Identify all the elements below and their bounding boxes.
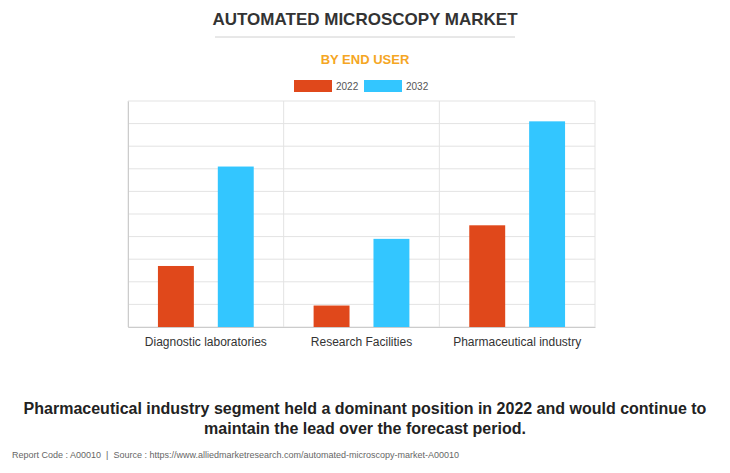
grid-line [128, 281, 595, 282]
x-tick: Pharmaceutical industry [453, 327, 581, 349]
grid [128, 101, 595, 327]
footer: Report Code : A00010 | Source : https://… [12, 450, 459, 460]
x-tick-label: Pharmaceutical industry [453, 335, 581, 349]
category-divider [439, 101, 440, 327]
grid-line [128, 146, 595, 147]
category-divider [128, 101, 129, 327]
chart: AUTOMATED MICROSCOPY MARKET BY END USER 20… [0, 0, 730, 473]
legend-swatch [364, 80, 402, 92]
bar [373, 239, 409, 327]
grid-line [128, 191, 595, 192]
legend-label: 2022 [336, 81, 359, 92]
y-axis-line [128, 102, 129, 328]
bar [529, 121, 565, 327]
legend-item: 2022 [294, 80, 359, 92]
x-tick: Diagnostic laboratories [145, 327, 267, 349]
grid-line [128, 236, 595, 237]
grid-line [128, 259, 595, 260]
grid-line [128, 304, 595, 305]
grid-line [128, 214, 595, 215]
bar [158, 266, 194, 327]
caption: maintain the lead over the forecast peri… [204, 420, 526, 437]
legend-swatch [294, 80, 332, 92]
x-axis-line [129, 327, 596, 328]
bar [469, 225, 505, 327]
title-rule [215, 37, 515, 38]
x-tick: Research Facilities [311, 327, 412, 349]
subtitle: BY END USER [321, 52, 410, 67]
category-divider [283, 101, 284, 327]
category-divider [595, 101, 596, 327]
bars [158, 121, 565, 327]
legend-item: 2032 [364, 80, 429, 92]
legend: 2022 2032 [294, 80, 429, 92]
grid-line [128, 101, 595, 102]
caption: Pharmaceutical industry segment held a d… [24, 400, 707, 417]
bar [314, 306, 350, 327]
title: AUTOMATED MICROSCOPY MARKET [212, 10, 518, 29]
x-tick-label: Research Facilities [311, 335, 412, 349]
grid-line [128, 123, 595, 124]
x-tick-label: Diagnostic laboratories [145, 335, 267, 349]
y-axis [128, 102, 130, 328]
x-axis: Diagnostic laboratories Research Faciliti… [129, 327, 596, 349]
grid-line [128, 168, 595, 169]
bar [218, 167, 254, 327]
grid-line [128, 327, 595, 328]
legend-label: 2032 [406, 81, 429, 92]
